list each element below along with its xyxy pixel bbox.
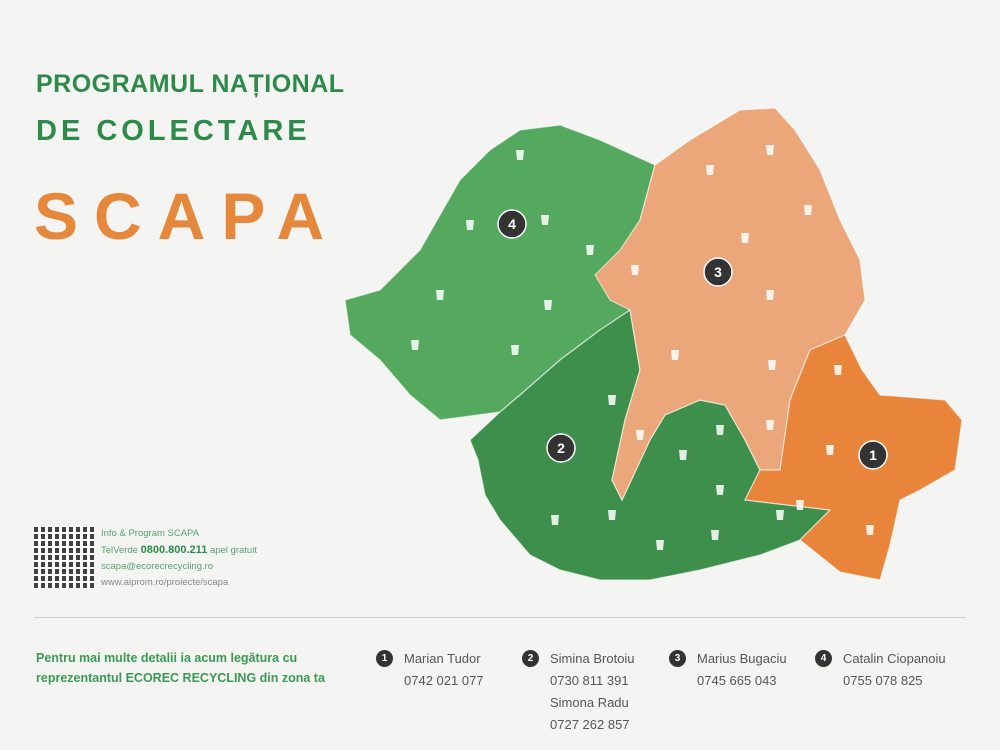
collection-point-icon <box>796 500 804 510</box>
zone-marker-label: 1 <box>869 447 877 463</box>
footer-text: Pentru mai multe detalii ia acum legătur… <box>36 651 325 685</box>
collection-point-icon <box>586 245 594 255</box>
collection-point-icon <box>411 340 419 350</box>
collection-point-icon <box>711 530 719 540</box>
collection-point-icon <box>516 150 524 160</box>
collection-point-icon <box>716 485 724 495</box>
collection-point-icon <box>834 365 842 375</box>
contact-phone[interactable]: 0755 078 825 <box>843 673 923 688</box>
zone-3-region[interactable] <box>594 107 866 502</box>
zone-1-region[interactable] <box>744 334 963 581</box>
email-link[interactable]: scapa@ecorecrecycling.ro <box>101 561 214 572</box>
zone-badge: 3 <box>669 650 686 667</box>
zone-marker-3[interactable] <box>703 257 733 287</box>
qr-code[interactable] <box>34 526 94 588</box>
contact-phone[interactable]: 0742 021 077 <box>404 673 484 688</box>
zone-marker-label: 4 <box>508 216 516 232</box>
title-scapa: SCAPA <box>34 179 341 253</box>
romania-zone-map: 1 2 3 4 <box>344 107 963 581</box>
collection-point-icon <box>436 290 444 300</box>
collection-point-icon <box>776 510 784 520</box>
collection-point-icon <box>544 300 552 310</box>
collection-point-icon <box>656 540 664 550</box>
zone-marker-label: 2 <box>557 440 565 456</box>
divider <box>34 617 966 618</box>
collection-point-icon <box>766 290 774 300</box>
collection-point-icon <box>631 265 639 275</box>
collection-point-icon <box>541 215 549 225</box>
collection-point-icon <box>766 145 774 155</box>
tel-number[interactable]: 0800.800.211 <box>140 544 208 556</box>
zone-badge: 1 <box>376 650 393 667</box>
contact-name-2: Simona Radu <box>550 695 629 710</box>
title-line-1: PROGRAMUL NAȚIONAL <box>36 70 345 98</box>
collection-point-icon <box>671 350 679 360</box>
zone-marker-2[interactable] <box>546 433 576 463</box>
collection-point-icon <box>766 420 774 430</box>
info-title: Info & Program SCAPA <box>101 528 200 539</box>
tel-line: TelVerde 0800.800.211 apel gratuit <box>101 542 257 559</box>
tel-label: TelVerde <box>101 545 138 556</box>
contact-phone[interactable]: 0730 811 391 <box>550 673 629 688</box>
collection-point-icon <box>716 425 724 435</box>
contact-phone-2[interactable]: 0727 262 857 <box>550 717 630 732</box>
collection-point-icon <box>804 205 812 215</box>
zone-marker-4[interactable] <box>497 209 527 239</box>
contact-name: Simina Brotoiu <box>550 651 635 666</box>
zone-marker-1[interactable] <box>858 440 888 470</box>
contact-zone-4: 4 Catalin Ciopanoiu 0755 078 825 <box>815 648 946 692</box>
website-link[interactable]: www.aiprom.ro/proiecte/scapa <box>101 577 229 588</box>
info-block: Info & Program SCAPA TelVerde 0800.800.2… <box>101 526 257 591</box>
zone-marker-label: 3 <box>714 264 722 280</box>
zone-badge: 4 <box>815 650 832 667</box>
contact-name: Marian Tudor <box>404 651 481 666</box>
tel-note: apel gratuit <box>209 545 257 556</box>
collection-point-icon <box>636 430 644 440</box>
collection-point-icon <box>679 450 687 460</box>
title-line-2: DE COLECTARE <box>36 115 311 147</box>
collection-point-icon <box>826 445 834 455</box>
collection-point-icon <box>741 233 749 243</box>
collection-point-icon <box>706 165 714 175</box>
contact-name: Marius Bugaciu <box>697 651 787 666</box>
collection-point-icon <box>768 360 776 370</box>
collection-point-icon <box>466 220 474 230</box>
contact-name: Catalin Ciopanoiu <box>843 651 946 666</box>
collection-point-icon <box>551 515 559 525</box>
collection-point-icon <box>608 510 616 520</box>
contact-zone-1: 1 Marian Tudor 0742 021 077 <box>376 648 484 692</box>
contact-zone-2: 2 Simina Brotoiu 0730 811 391 Simona Rad… <box>522 648 635 736</box>
collection-point-icon <box>866 525 874 535</box>
zone-badge: 2 <box>522 650 539 667</box>
collection-point-icon <box>608 395 616 405</box>
contact-zone-3: 3 Marius Bugaciu 0745 665 043 <box>669 648 787 692</box>
contact-phone[interactable]: 0745 665 043 <box>697 673 777 688</box>
collection-point-icon <box>511 345 519 355</box>
